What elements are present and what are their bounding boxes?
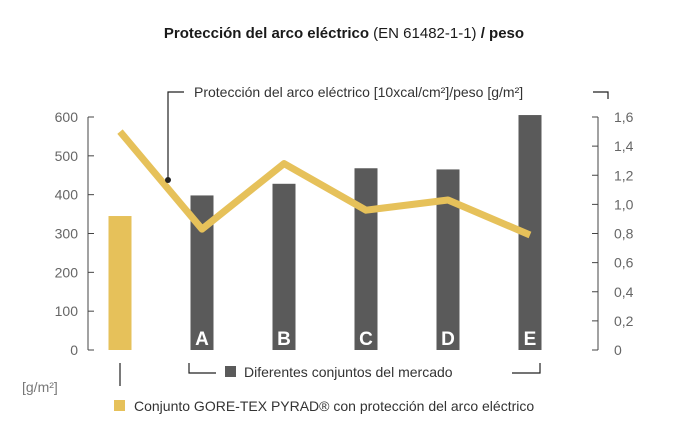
right-tick-label: 0,6 [614,255,634,271]
bar [436,169,460,350]
chart-title: Protección del arco eléctrico (EN 61482-… [164,25,524,42]
line-annotation-leader [167,91,184,180]
chart-title-part-2: (EN 61482-1-1) [369,25,481,42]
bar [272,183,296,350]
category-label: B [277,329,291,350]
line-annotation-bracket-right [593,91,609,99]
right-tick-label: 0,8 [614,226,634,242]
left-axis-unit: [g/m²] [22,379,58,395]
left-tick-label: 600 [55,109,79,125]
right-tick-label: 0,4 [614,284,634,300]
left-tick-label: 200 [55,264,79,280]
bar [108,216,132,350]
bars [108,115,542,350]
right-tick-label: 0 [614,342,622,358]
left-tick-label: 100 [55,303,79,319]
right-tick-label: 1,0 [614,196,634,212]
category-labels: A B C D E [195,329,536,350]
legend-swatch-market [225,366,236,377]
right-tick-label: 1,2 [614,167,634,183]
category-label: A [195,329,209,350]
category-label: D [441,329,455,350]
left-axis-ticks: 0 100 200 300 400 500 600 [55,109,94,358]
series-line [117,129,532,239]
category-label: E [524,329,537,350]
legend-swatch-goretex [114,400,125,411]
chart-title-part-3: / peso [481,25,524,42]
right-axis-ticks: 0 0,2 0,4 0,6 0,8 1,0 1,2 1,4 1,6 [592,109,634,358]
left-tick-label: 400 [55,187,79,203]
line-annotation-label: Protección del arco eléctrico [10xcal/cm… [194,84,523,100]
bar [354,168,378,350]
market-bracket [188,363,541,374]
category-label: C [359,329,373,350]
bar [190,195,214,350]
right-tick-label: 1,4 [614,138,634,154]
line-annotation-dot [165,177,171,183]
left-tick-label: 300 [55,226,79,242]
left-tick-label: 500 [55,148,79,164]
chart-title-part-1: Protección del arco eléctrico [164,25,369,42]
left-tick-label: 0 [70,342,78,358]
right-tick-label: 0,2 [614,313,634,329]
legend-label-goretex: Conjunto GORE-TEX PYRAD® con protección … [134,398,534,414]
legend-label-market: Diferentes conjuntos del mercado [244,364,453,380]
right-tick-label: 1,6 [614,109,634,125]
